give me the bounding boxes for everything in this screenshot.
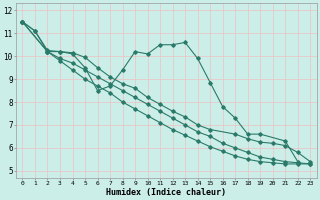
X-axis label: Humidex (Indice chaleur): Humidex (Indice chaleur) <box>106 188 226 197</box>
